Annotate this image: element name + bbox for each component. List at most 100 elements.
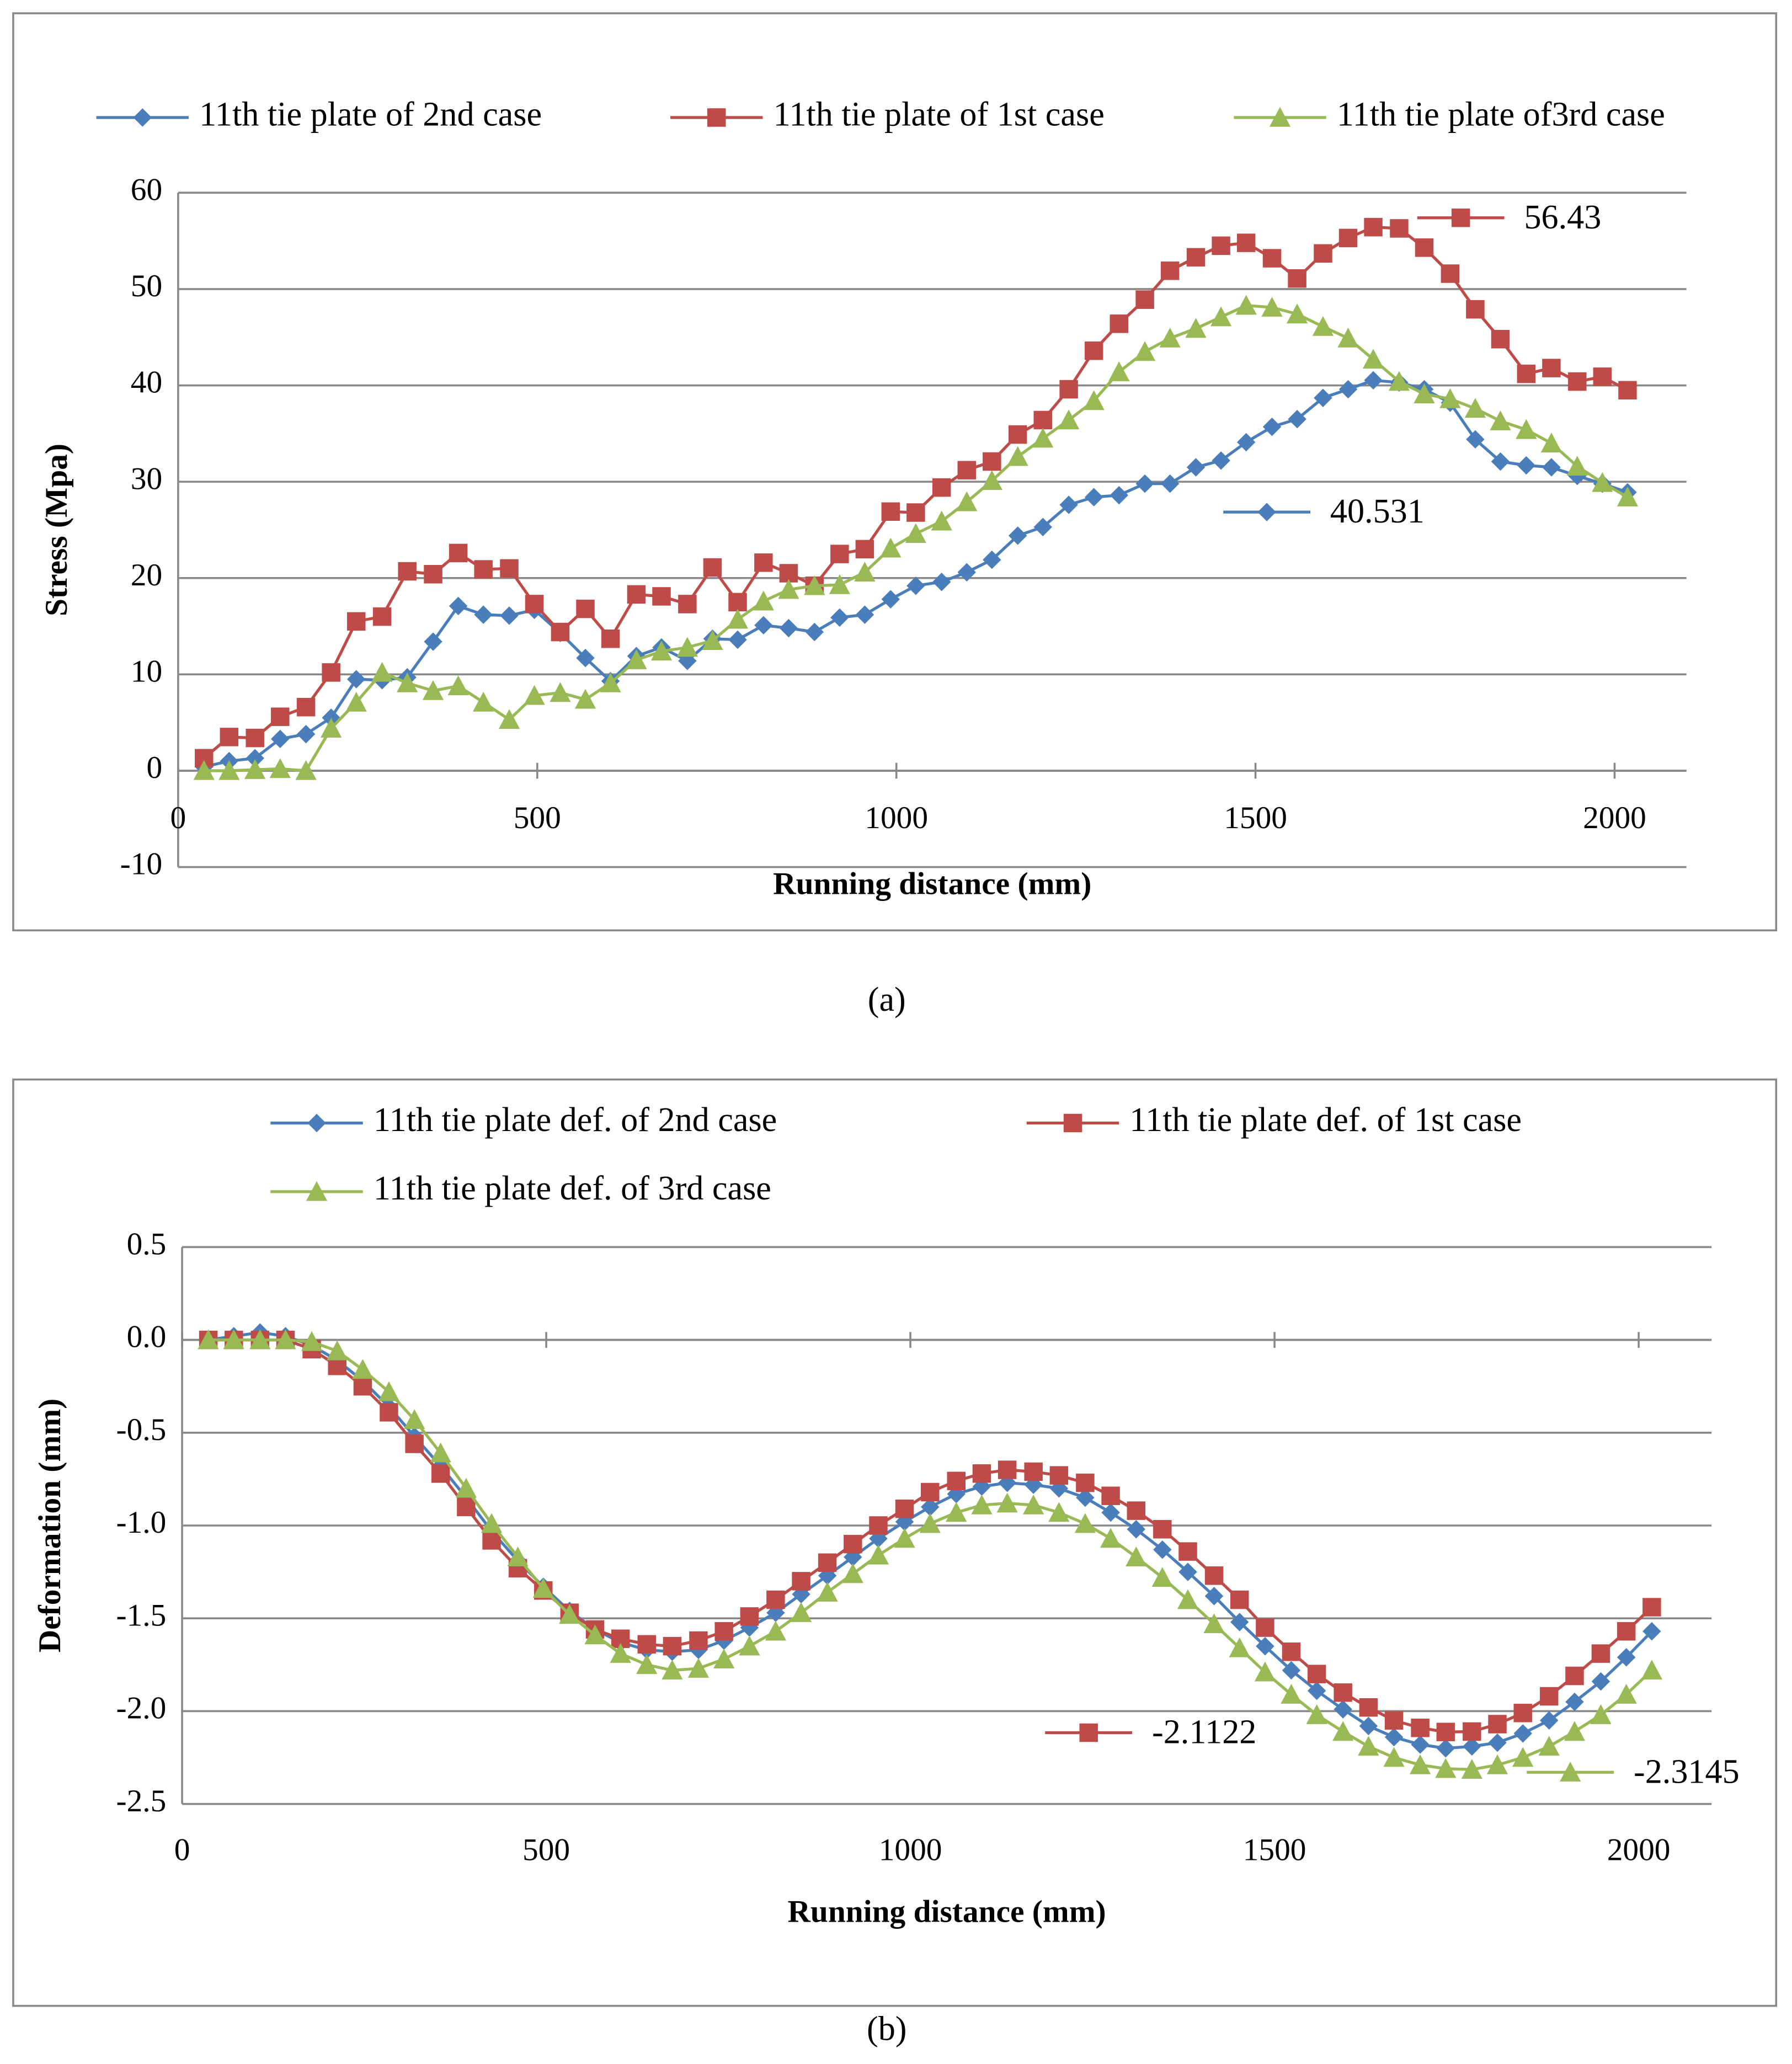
marker [1178,1542,1197,1561]
marker [881,502,900,521]
marker [663,1636,682,1656]
marker [246,749,264,767]
marker [447,675,469,696]
marker [867,1544,889,1565]
marker [1566,456,1588,476]
marker [790,1602,812,1622]
marker [956,491,978,511]
legend-label: 11th tie plate def. of 3rd case [374,1170,771,1207]
marker [223,1329,244,1350]
marker [1517,456,1536,475]
marker [880,537,902,558]
marker [1338,228,1358,248]
marker [404,1409,425,1429]
marker [919,1513,941,1533]
marker [1540,433,1562,453]
marker [1306,1704,1327,1724]
marker [524,685,545,705]
marker [378,1381,400,1401]
marker [1415,238,1434,257]
x-tick-label: 0 [170,801,186,835]
marker [498,709,520,729]
marker [1084,488,1103,506]
marker [1186,248,1206,267]
marker [1409,1754,1431,1774]
marker [1049,1466,1069,1485]
marker [269,758,291,778]
marker [1256,1618,1274,1637]
marker [854,562,876,582]
marker [703,558,722,577]
y-tick-label: 20 [131,558,162,593]
marker [1414,383,1435,403]
legend-label: 11th tie plate def. of 2nd case [374,1101,777,1139]
marker [1108,361,1130,381]
marker [1359,1716,1378,1736]
marker [1516,419,1537,439]
marker [676,637,698,657]
marker [1076,1488,1095,1507]
marker [1024,1462,1043,1481]
marker [766,1590,785,1609]
marker [1210,306,1232,327]
marker [1160,262,1180,280]
marker [1441,264,1460,283]
marker [474,560,493,579]
marker [818,1553,837,1572]
marker [371,662,393,682]
marker [1491,452,1510,471]
marker [1618,381,1637,400]
marker [327,1340,348,1361]
marker [678,595,697,614]
x-tick-label: 1000 [865,801,928,835]
caption: (a) [868,981,906,1018]
marker [1159,327,1181,348]
marker [957,461,977,479]
marker [1334,1683,1352,1702]
marker [931,510,952,531]
x-tick-label: 2000 [1583,801,1646,835]
marker [307,1113,326,1133]
x-tick-label: 1500 [1224,801,1287,835]
marker [920,1482,940,1502]
marker [295,760,317,780]
marker [296,697,316,717]
marker [550,682,571,702]
x-axis-title: Running distance (mm) [787,1895,1106,1929]
marker [1466,430,1485,449]
marker [1461,1759,1482,1779]
marker [601,629,620,648]
marker [713,1649,735,1668]
marker [301,1331,323,1351]
marker [380,1403,398,1422]
marker [270,729,290,749]
marker [728,593,747,612]
marker [1048,1502,1070,1522]
marker [584,1624,606,1645]
marker [1008,526,1027,545]
x-tick-label: 2000 [1607,1832,1671,1867]
legend-label: 11th tie plate of3rd case [1337,95,1665,133]
marker [1539,1711,1559,1730]
marker [1134,341,1156,361]
marker [1110,314,1128,333]
marker [779,618,798,638]
marker [352,1359,374,1379]
marker [1364,217,1383,237]
y-tick-label: 0.0 [127,1320,167,1354]
marker [1153,1520,1172,1539]
marker [1023,1494,1044,1514]
marker [842,1563,863,1583]
marker [1127,1520,1146,1539]
data-label: -2.1122 [1152,1714,1256,1751]
marker [457,1497,476,1517]
marker [626,649,647,669]
legend-label: 11th tie plate of 1st case [774,95,1105,133]
marker [998,1460,1017,1479]
y-tick-label: 0 [146,750,162,785]
marker [430,1442,451,1463]
marker [1490,410,1511,430]
marker [972,1464,991,1483]
marker [1008,425,1027,444]
marker [1269,106,1291,127]
